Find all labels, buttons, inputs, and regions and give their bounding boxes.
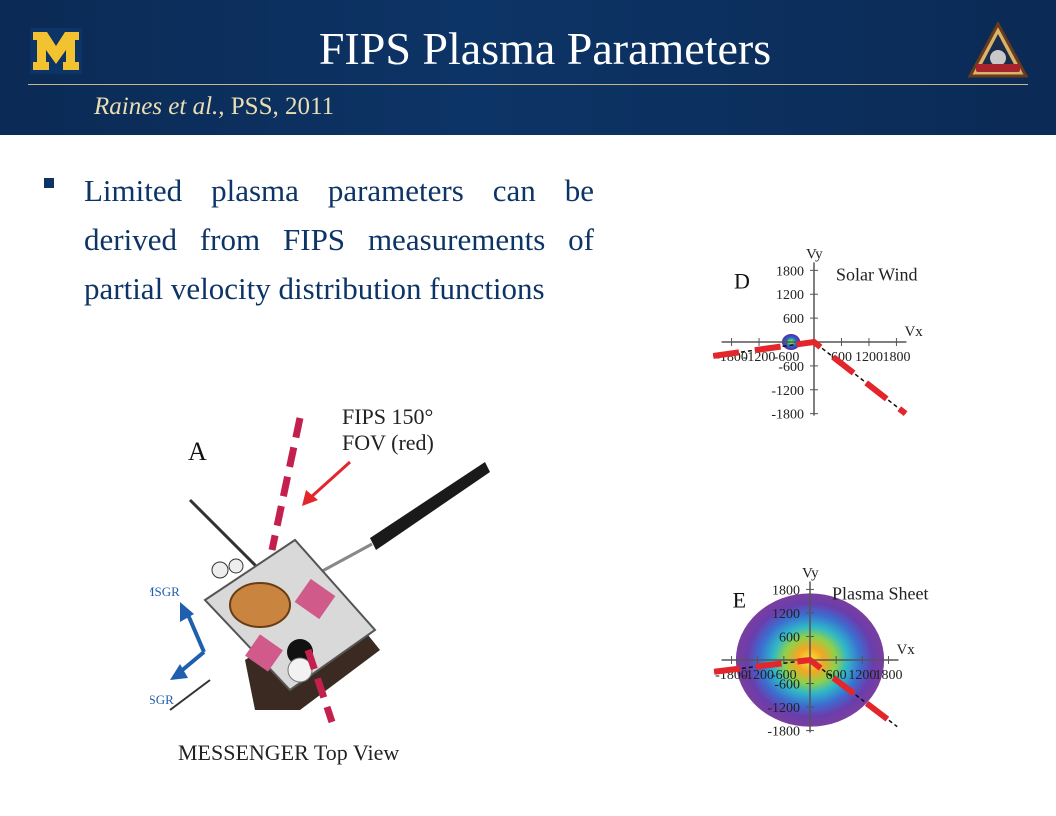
bullet-marker [44,178,54,188]
y-tick-label: 600 [783,312,804,327]
solar-panel [370,462,490,550]
instrument-module [245,634,283,672]
university-m-logo [30,28,82,74]
x-tick-label: 1800 [882,350,910,365]
page-title: FIPS Plasma Parameters [318,23,772,74]
header-bar: FIPS Plasma Parameters Raines et al., PS… [0,0,1056,135]
fov-boundary-upper [268,417,304,551]
solar-wind-distribution-plot: -1800-1200-600 600 1200 180018001200600-600… [712,246,923,423]
fov-boundary-dashed [712,338,908,417]
y-tick-label: -1800 [767,725,800,740]
x-tick-label: -600 [774,350,800,365]
fov-pointer-arrowhead [302,490,318,506]
header-divider [28,84,1028,85]
instrument-aperture [287,639,313,665]
x-axis-arrowhead [170,664,188,680]
x-axis-arrow [178,650,206,674]
panel-letter-a: A [188,437,207,466]
x-tick-label: 1200 [855,350,883,365]
fov-boundary-lower [304,648,336,724]
fov-boundary-dashed [713,656,900,730]
bullet-text: Limited plasma parameters can be derived… [84,173,594,306]
figure-caption: MESSENGER Top View [178,740,399,765]
antenna-boom [169,679,211,711]
y-tick-label: 1800 [776,264,804,279]
plasma-sheet-distribution-plot: -1800-1200-600 600 1200180018001200600-600… [713,565,929,740]
fov-label-line2: FOV (red) [342,430,434,455]
y-tick-label: -600 [778,360,804,375]
chart-title: Solar Wind [836,264,917,284]
x-msgr-subscript: MSGR [150,692,174,707]
y-tick-label: -1800 [771,408,804,423]
magnetometer-boom [188,498,262,572]
solar-panel-boom [314,542,373,577]
messenger-mission-badge [968,22,1028,78]
x-tick-label: -1200 [741,668,774,683]
x-tick-label: 1800 [874,668,902,683]
x-tick-label: -600 [771,668,797,683]
y-tick-label: -1200 [771,384,804,399]
x-tick-label: 600 [826,668,847,683]
chart-title: Plasma Sheet [832,583,929,603]
spacecraft-top-view-figure: A FIPS 150° FOV (red) Y MSGR X MSGR MESS… [150,404,490,765]
x-axis-label: Vx [896,642,915,658]
y-tick-label: 1800 [772,583,800,598]
y-tick-label: 1200 [776,288,804,303]
panel-letter: E [733,587,746,612]
fips-sensor [287,657,313,683]
y-axis-label: Vy [802,565,819,581]
x-tick-label: -1200 [743,350,776,365]
fov-pointer-arrow [308,460,352,500]
y-axis-arrow [184,609,206,653]
fuel-tank [229,582,291,628]
y-msgr-subscript: MSGR [150,584,180,599]
y-axis-arrowhead [180,602,194,622]
fov-label-line1: FIPS 150° [342,404,433,429]
x-tick-label: 1200 [848,668,876,683]
y-tick-label: -600 [774,678,800,693]
panel-letter: D [734,268,750,293]
y-tick-label: -1200 [767,701,800,716]
y-tick-label: 600 [779,630,800,645]
citation-authors: Raines et al., [94,93,225,120]
x-axis-label: Vx [904,324,923,340]
star-tracker-2 [228,558,244,574]
y-axis-label: Vy [806,246,823,262]
star-tracker [211,561,229,579]
citation-source: PSS, 2011 [224,93,335,120]
y-tick-label: 1200 [772,607,800,622]
citation: Raines et al., PSS, 2011 [94,93,334,121]
thruster-module [294,578,336,620]
